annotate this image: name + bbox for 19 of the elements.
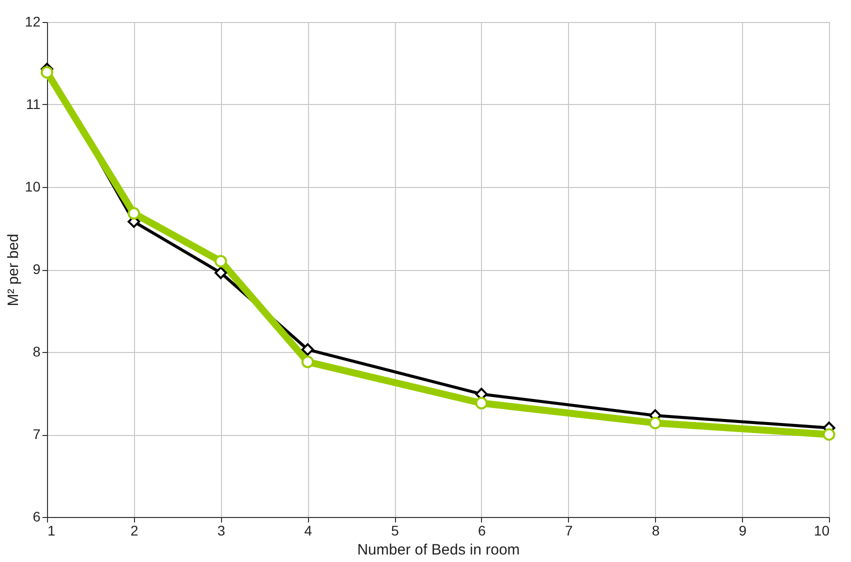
x-tick-label: 10 — [814, 522, 830, 538]
x-tick-label: 1 — [48, 522, 56, 538]
y-tick-label: 7 — [32, 426, 41, 442]
x-axis-title: Number of Beds in room — [357, 542, 520, 558]
x-tick-label: 7 — [564, 522, 573, 538]
y-tick-label: 8 — [32, 344, 41, 360]
y-tick-label: 9 — [32, 261, 41, 277]
x-tick-label: 3 — [217, 522, 226, 538]
y-tick-label: 12 — [24, 14, 41, 30]
x-tick-label: 5 — [391, 522, 400, 538]
x-tick-label: 9 — [738, 522, 747, 538]
x-tick-label: 6 — [478, 522, 486, 538]
x-tick-label: 8 — [652, 522, 660, 538]
y-axis-title: M² per bed — [4, 234, 22, 306]
y-tick-label: 11 — [26, 96, 41, 112]
x-tick-label: 2 — [130, 522, 138, 538]
y-tick-label: 6 — [32, 508, 41, 524]
x-tick-label: 4 — [304, 522, 312, 538]
y-tick-label: 10 — [24, 178, 41, 194]
